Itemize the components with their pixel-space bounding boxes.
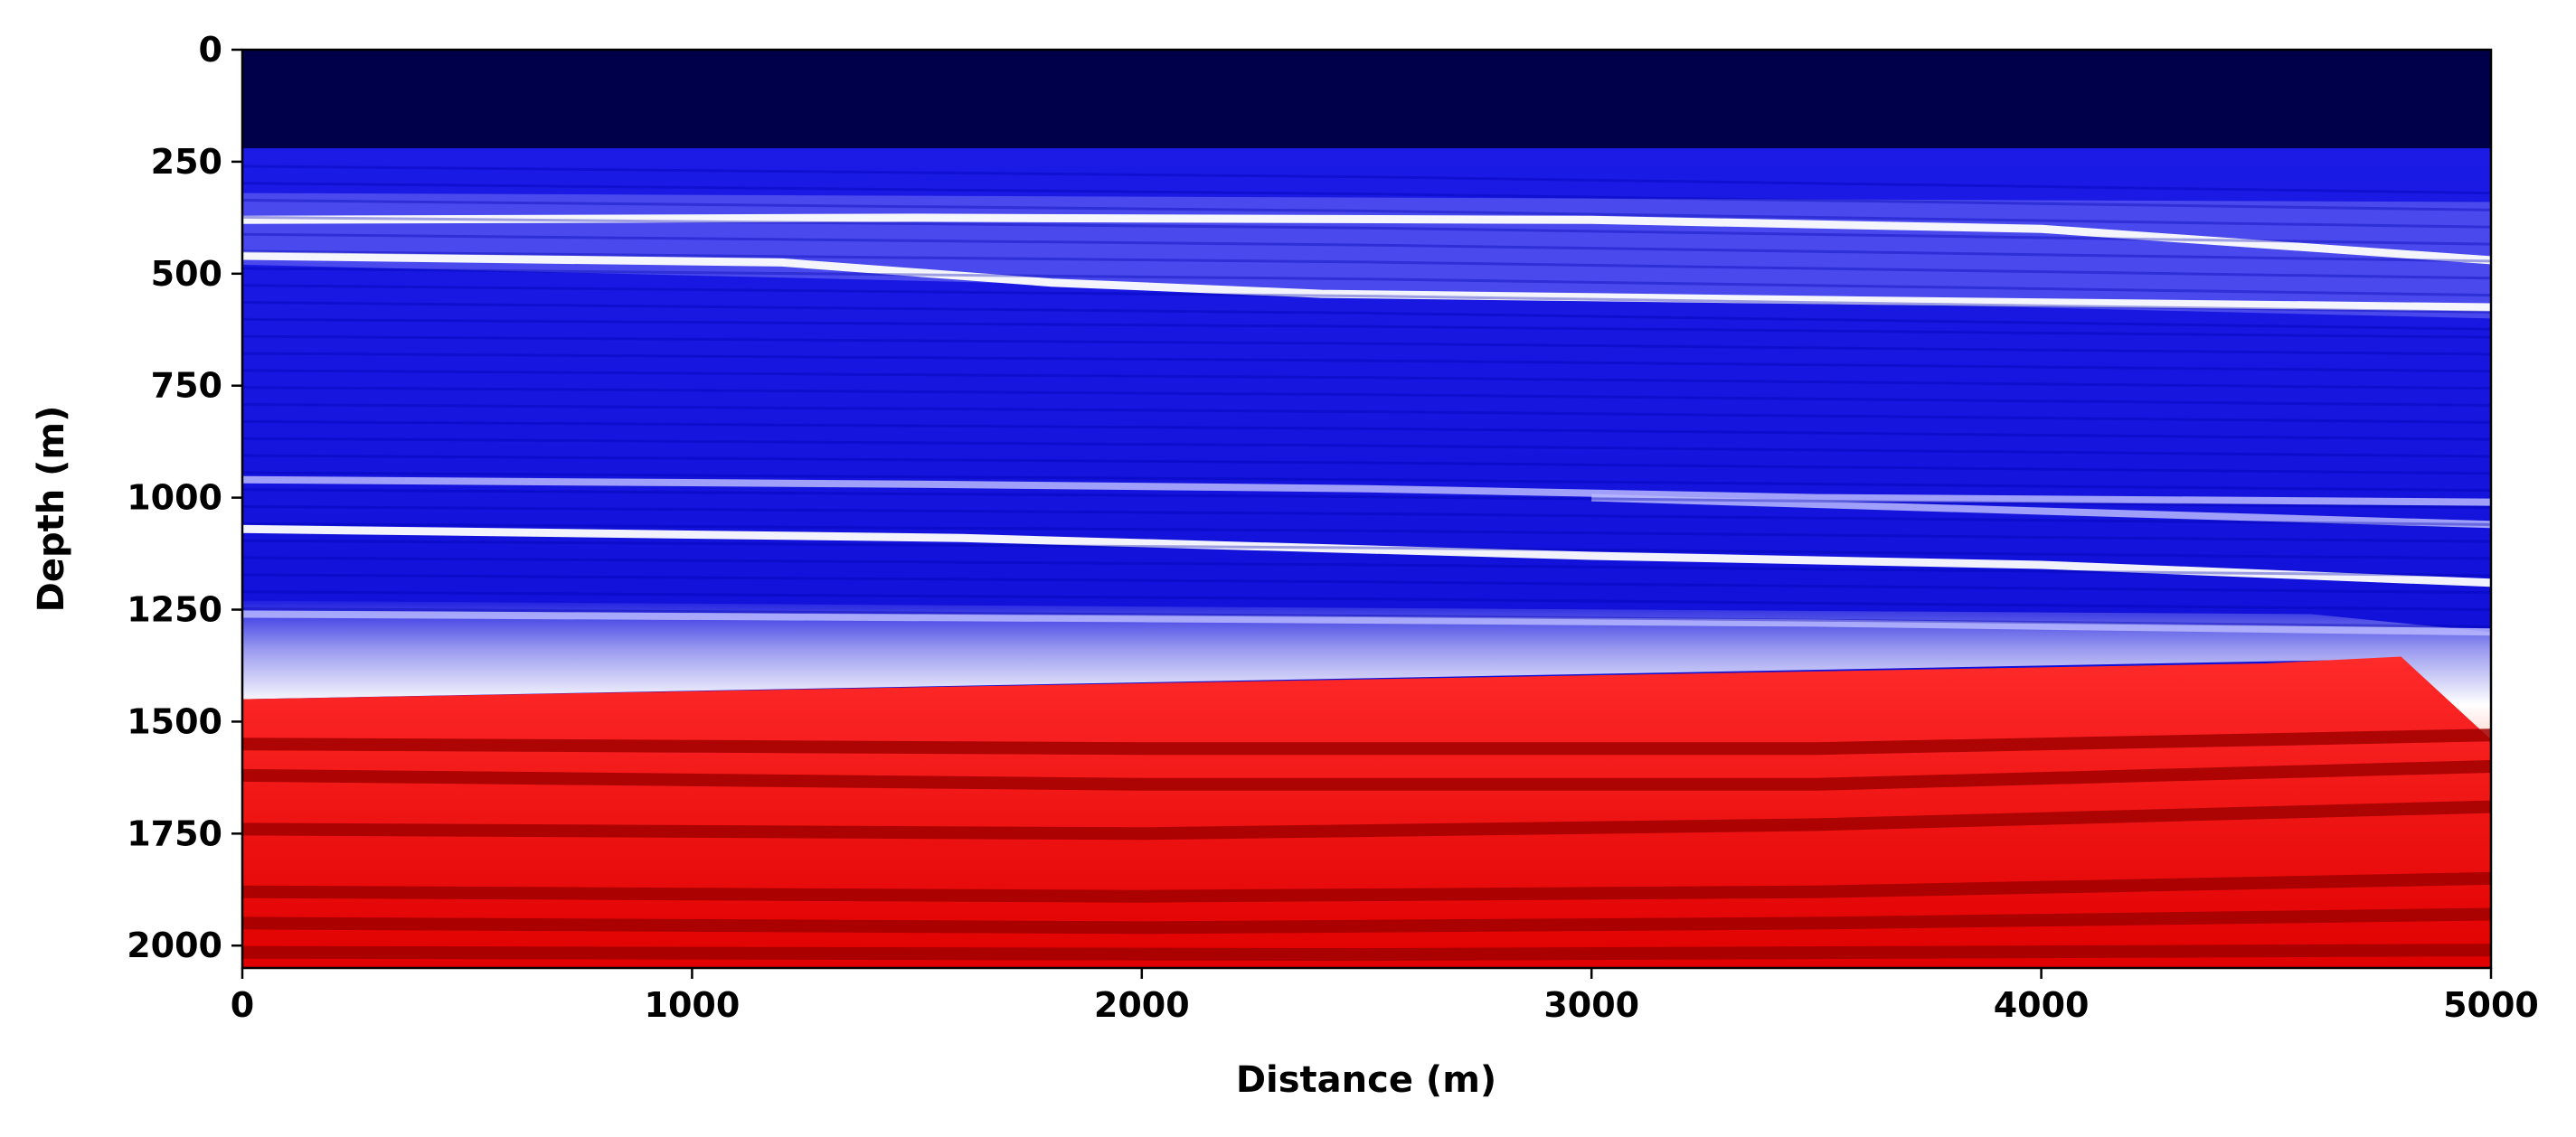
y-tick-label: 1000 <box>127 478 222 518</box>
texture-line <box>242 334 2491 356</box>
reflector-dark-7 <box>242 728 2491 756</box>
y-tick-label: 1500 <box>127 701 222 741</box>
reflector-dark-9 <box>242 800 2491 841</box>
texture-line <box>242 249 2491 280</box>
texture-line <box>242 164 2491 195</box>
x-tick-label: 4000 <box>1994 985 2090 1025</box>
x-axis: 0 1000 2000 3000 4000 5000 <box>231 968 2539 1025</box>
texture-line <box>242 386 2491 408</box>
texture-line <box>242 539 2491 560</box>
plot-area <box>242 50 2491 968</box>
texture-line <box>242 215 2491 246</box>
reflector-dark-8 <box>242 760 2491 791</box>
x-axis-label: Distance (m) <box>1236 1059 1496 1101</box>
reflector-light-3 <box>242 475 2491 506</box>
x-tick-label: 1000 <box>645 985 741 1025</box>
reflector-white-1 <box>242 251 2491 312</box>
texture-line <box>242 454 2491 475</box>
texture-line <box>242 369 2491 390</box>
water-layer <box>242 50 2491 149</box>
texture-line <box>242 522 2491 543</box>
texture-line <box>242 352 2491 373</box>
texture-line <box>242 488 2491 510</box>
texture-line <box>242 573 2491 595</box>
y-tick-label: 0 <box>199 30 222 70</box>
x-tick-label: 5000 <box>2443 985 2539 1025</box>
texture-line <box>242 232 2491 263</box>
texture-line <box>242 607 2491 628</box>
x-tick-label: 0 <box>231 985 254 1025</box>
texture-line <box>242 471 2491 493</box>
texture-line <box>242 284 2491 314</box>
blue-texture <box>242 164 2491 628</box>
texture-line <box>242 182 2491 211</box>
transition-band <box>242 600 2491 740</box>
texture-line <box>242 403 2491 424</box>
x-tick-label: 3000 <box>1543 985 1639 1025</box>
y-axis-label: Depth (m) <box>31 406 72 613</box>
texture-line <box>242 505 2491 526</box>
reflector-white-4 <box>242 524 2491 587</box>
y-tick-label: 1750 <box>127 813 222 853</box>
texture-line <box>242 590 2491 612</box>
texture-line <box>242 437 2491 458</box>
y-tick-label: 750 <box>151 366 222 406</box>
y-tick-label: 500 <box>151 254 222 294</box>
reflector-dark-12 <box>242 944 2491 962</box>
texture-line <box>242 267 2491 297</box>
reflector-dark-11 <box>242 907 2491 935</box>
texture-line <box>242 199 2491 229</box>
y-tick-label: 250 <box>151 142 222 182</box>
y-axis: 0 250 500 750 1000 1250 1500 1750 2000 <box>127 30 242 965</box>
plot-frame <box>241 48 2493 970</box>
texture-line <box>242 419 2491 441</box>
texture-line <box>242 556 2491 578</box>
reflector-dark-10 <box>242 871 2491 903</box>
y-tick-label: 2000 <box>127 926 222 965</box>
reflector-light-5 <box>1591 493 2491 529</box>
y-tick-label: 1250 <box>127 590 222 630</box>
reflector-light-6 <box>242 610 2491 636</box>
reflector-white-2 <box>242 213 2491 265</box>
texture-line <box>242 301 2491 331</box>
texture-line <box>242 317 2491 339</box>
x-tick-label: 2000 <box>1094 985 1190 1025</box>
